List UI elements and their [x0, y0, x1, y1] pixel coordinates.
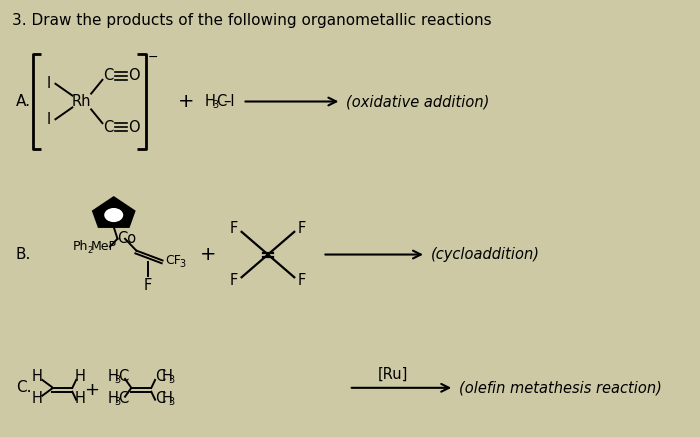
Text: C.: C.: [16, 380, 32, 395]
Text: F: F: [230, 222, 238, 236]
Text: 3: 3: [115, 375, 121, 385]
Text: C: C: [155, 391, 165, 406]
Text: C: C: [118, 391, 129, 406]
Text: I: I: [46, 112, 50, 127]
Text: Rh: Rh: [72, 94, 92, 109]
Text: –I: –I: [223, 94, 234, 109]
Text: C: C: [103, 120, 113, 135]
Text: O: O: [129, 120, 140, 135]
Polygon shape: [93, 197, 134, 227]
Text: C: C: [103, 68, 113, 83]
Ellipse shape: [104, 207, 124, 223]
Text: 3: 3: [168, 397, 174, 407]
Text: 2: 2: [88, 246, 92, 255]
Text: H: H: [162, 391, 173, 406]
Text: (oxidative addition): (oxidative addition): [346, 94, 489, 109]
Text: F: F: [144, 278, 152, 293]
Text: F: F: [298, 273, 307, 288]
Text: −: −: [148, 51, 158, 64]
Text: O: O: [129, 68, 140, 83]
Text: A.: A.: [16, 94, 31, 109]
Text: H: H: [108, 391, 119, 406]
Text: I: I: [46, 76, 50, 91]
Text: CF: CF: [165, 254, 181, 267]
Text: C: C: [155, 369, 165, 385]
Text: [Ru]: [Ru]: [378, 367, 408, 382]
Text: +: +: [178, 92, 195, 111]
Text: MeP: MeP: [91, 240, 117, 253]
Text: F: F: [298, 222, 307, 236]
Text: B.: B.: [16, 247, 32, 262]
Text: H: H: [162, 369, 173, 385]
Text: Ph: Ph: [72, 240, 88, 253]
Text: H: H: [32, 369, 42, 385]
Text: 3: 3: [168, 375, 174, 385]
Text: 3: 3: [179, 260, 186, 269]
Text: 3: 3: [115, 397, 121, 407]
Text: (cycloaddition): (cycloaddition): [430, 247, 540, 262]
Text: H: H: [205, 94, 216, 109]
Text: H: H: [74, 369, 85, 385]
Text: 3: 3: [213, 101, 218, 111]
Text: (olefin metathesis reaction): (olefin metathesis reaction): [458, 380, 662, 395]
Text: Co: Co: [118, 231, 136, 246]
Text: 3. Draw the products of the following organometallic reactions: 3. Draw the products of the following or…: [12, 13, 492, 28]
Text: F: F: [230, 273, 238, 288]
Text: +: +: [84, 381, 99, 399]
Text: C: C: [118, 369, 129, 385]
Text: H: H: [32, 391, 42, 406]
Text: H: H: [74, 391, 85, 406]
Text: H: H: [108, 369, 119, 385]
Text: C: C: [216, 94, 227, 109]
Text: +: +: [199, 245, 216, 264]
